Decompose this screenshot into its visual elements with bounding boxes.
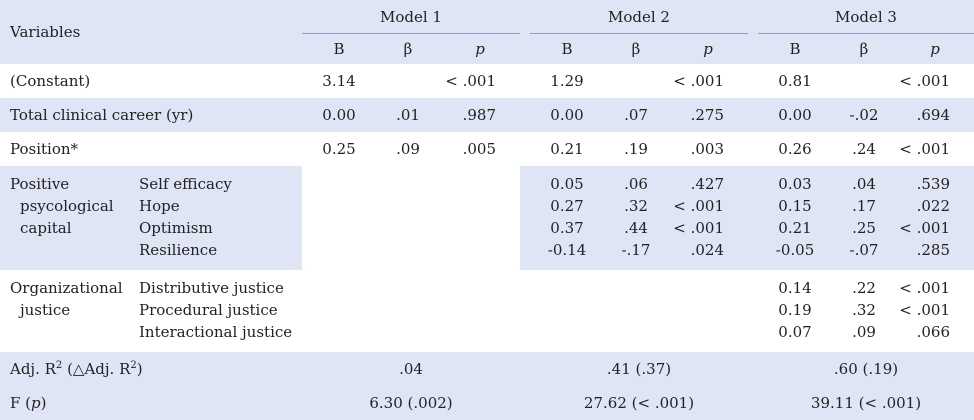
cell: < .001 (899, 140, 950, 158)
cell: .19 (624, 140, 648, 158)
psycap-m2-beta: .06.32.44 -.17 (621, 175, 651, 259)
cell: .24 (852, 140, 876, 158)
col-p: p (930, 40, 940, 58)
col-beta: β (631, 40, 641, 58)
table-row-constant: (Constant) 3.14 < .001 1.29 < .001 0.81 … (0, 64, 974, 98)
table-row-career: Total clinical career (yr) 0.00 .01 .987… (0, 98, 974, 132)
table-row-position: Position* 0.25 .09 .005 0.21 .19 .003 0.… (0, 132, 974, 166)
justice-m3-beta: .22.32.09 (852, 279, 876, 341)
table-row-adj-r2: Adj. R2 (△Adj. R2) .04 .41 (.37) .60 (.1… (0, 352, 974, 386)
row-label: (Constant) (10, 72, 91, 90)
row-label: Total clinical career (yr) (10, 106, 194, 124)
cell: 1.29 (550, 72, 584, 90)
row-label: Adj. R2 (△Adj. R2) (10, 360, 143, 378)
cell: .09 (396, 140, 420, 158)
cell: 6.30 (.002) (369, 394, 453, 412)
cell: .01 (396, 106, 420, 124)
model-2-header: Model 2 (530, 0, 748, 34)
cell: 0.00 (322, 106, 356, 124)
cell: 3.14 (322, 72, 356, 90)
row-label: Position* (10, 140, 79, 158)
psycap-m3-beta: .04.17.25 -.07 (849, 175, 879, 259)
cell (376, 64, 440, 98)
justice-m3-p: < .001 < .001.066 (899, 279, 950, 341)
cell: .003 (690, 140, 724, 158)
col-b: B (561, 40, 573, 58)
cell: 39.11 (< .001) (810, 394, 922, 412)
psycap-m3-b: 0.03 0.15 0.21 -0.05 (775, 175, 815, 259)
cell: .275 (690, 106, 724, 124)
cell: 27.62 (< .001) (583, 394, 695, 412)
justice-items: Distributive justice Procedural justice … (139, 279, 293, 341)
psycap-items: Self efficacy Hope Optimism Resilience (139, 175, 232, 259)
col-b: B (789, 40, 801, 58)
cell: .04 (399, 360, 423, 378)
table-row-justice: Organizational justice Distributive just… (0, 270, 974, 352)
cell: -.02 (849, 106, 879, 124)
cell: 0.00 (550, 106, 584, 124)
cell (832, 64, 896, 98)
psycap-m2-b: 0.05 0.27 0.37 -0.14 (547, 175, 587, 259)
cell: .07 (624, 106, 648, 124)
col-beta: β (859, 40, 869, 58)
row-label: F (p) (10, 394, 47, 412)
cell (604, 64, 668, 98)
psycap-m3-p: .539.022 < .001.285 (899, 175, 950, 259)
cell: 0.25 (322, 140, 356, 158)
cell: .41 (.37) (606, 360, 672, 378)
col-b: B (333, 40, 345, 58)
cell: < .001 (445, 72, 496, 90)
cell: .005 (462, 140, 496, 158)
group-label-justice: Organizational justice (10, 279, 123, 319)
model-3-header: Model 3 (758, 0, 974, 34)
cell: .694 (916, 106, 950, 124)
col-p: p (475, 40, 485, 58)
cell: .987 (462, 106, 496, 124)
table-row-psycap: Positive psycological capital Self effic… (0, 166, 974, 270)
cell: < .001 (899, 72, 950, 90)
justice-m3-b: 0.14 0.19 0.07 (778, 279, 812, 341)
cell: 0.21 (550, 140, 584, 158)
col-p: p (703, 40, 713, 58)
header-row: Variables Model 1 Model 2 Model 3 (0, 0, 974, 41)
cell: 0.00 (778, 106, 812, 124)
psycap-m2-p: .427 < .001 < .001.024 (673, 175, 724, 259)
cell: 0.26 (778, 140, 812, 158)
table-row-f: F (p) 6.30 (.002) 27.62 (< .001) 39.11 (… (0, 386, 974, 420)
col-beta: β (403, 40, 413, 58)
cell: .60 (.19) (833, 360, 899, 378)
model-1-header: Model 1 (302, 0, 520, 34)
variables-header: Variables (10, 23, 81, 41)
cell: < .001 (673, 72, 724, 90)
cell: 0.81 (778, 72, 812, 90)
group-label-psycap: Positive psycological capital (10, 175, 114, 237)
